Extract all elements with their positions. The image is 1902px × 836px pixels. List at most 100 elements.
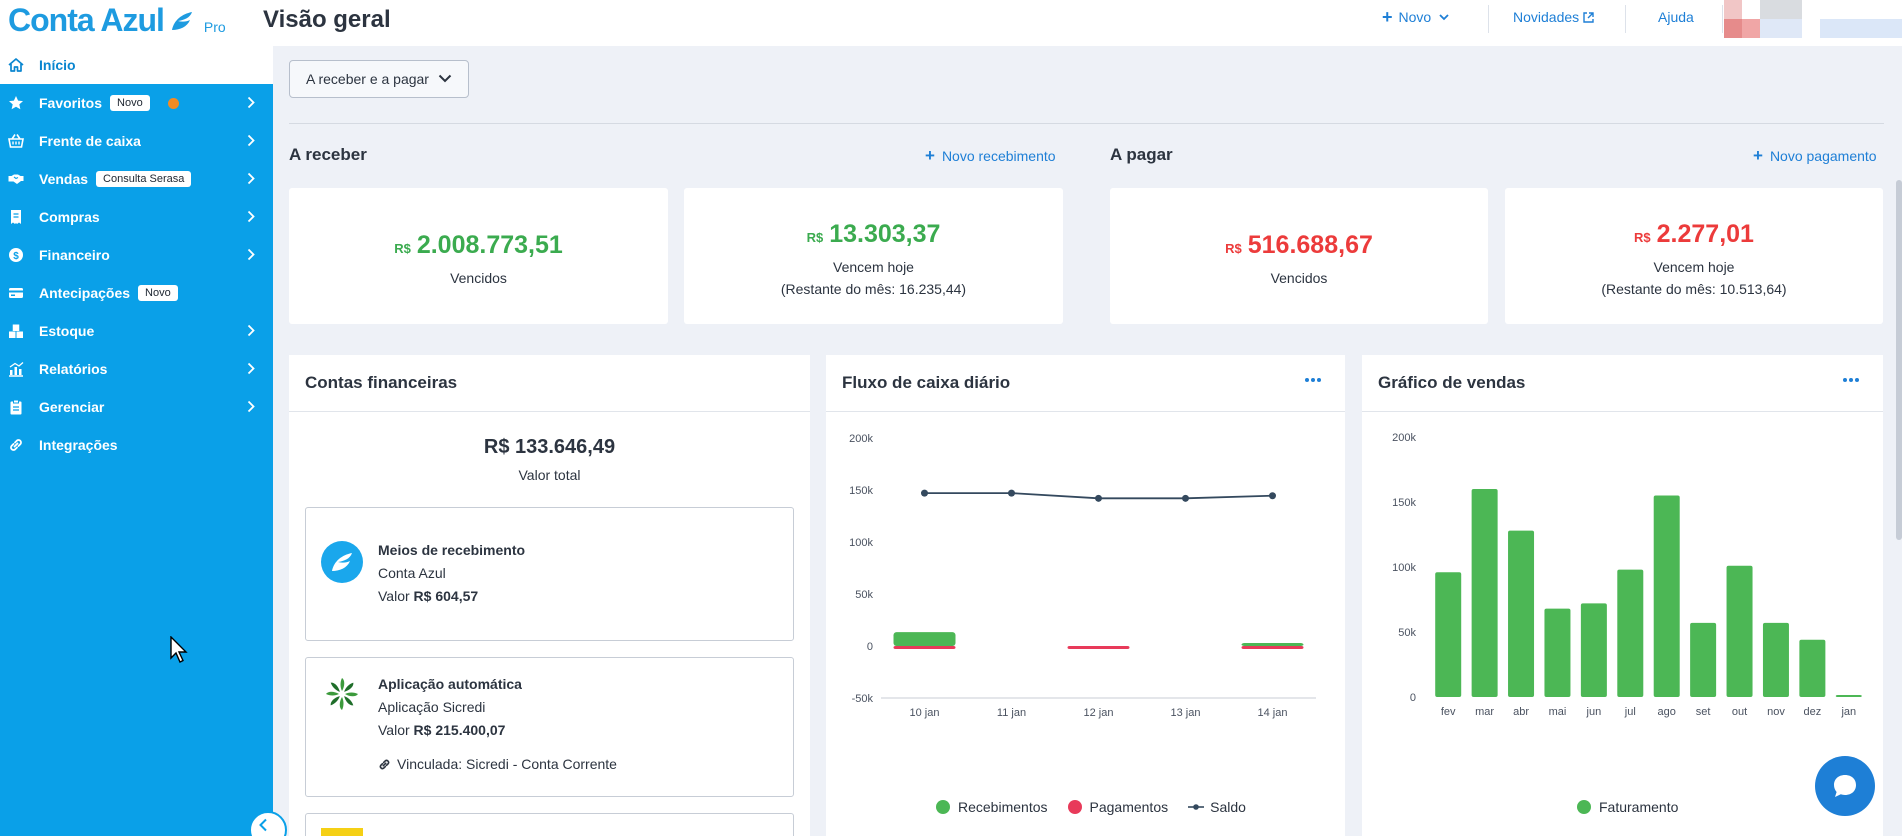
novo-pagamento-label: Novo pagamento (1769, 148, 1877, 164)
recebimentos-bar[interactable] (1241, 643, 1304, 646)
sidebar-item-label: Estoque (39, 323, 95, 339)
sidebar-item-relatorios[interactable]: Relatórios (0, 350, 273, 388)
sidebar-item-favoritos[interactable]: Favoritos Novo (0, 84, 273, 122)
chat-button[interactable] (1815, 756, 1875, 816)
sidebar-item-gerenciar[interactable]: Gerenciar (0, 388, 273, 426)
pagamentos-bar[interactable] (1241, 646, 1304, 649)
chevron-down-icon (1439, 14, 1449, 21)
legend-item-pagamentos[interactable]: Pagamentos (1067, 799, 1168, 815)
account-name (1760, 19, 1802, 38)
chevron-right-icon (247, 362, 255, 375)
basket-icon (8, 133, 24, 149)
saldo-point[interactable] (921, 489, 928, 497)
main-content: A receber e a pagar A receber + Novo rec… (273, 46, 1902, 836)
y-tick-label: 200k (849, 433, 873, 445)
receber-vencem-hoje-card[interactable]: R$ 13.303,37 Vencem hoje (Restante do mê… (684, 188, 1063, 324)
legend-item-faturamento[interactable]: Faturamento (1577, 799, 1678, 815)
account-card[interactable]: Aplicação automática Aplicação Sicredi V… (305, 657, 794, 797)
x-tick-label: fev (1441, 706, 1456, 718)
novo-menu-button[interactable]: + Novo (1382, 0, 1449, 34)
recebimentos-bar[interactable] (893, 632, 956, 646)
account-card[interactable] (305, 813, 794, 836)
faturamento-bar[interactable] (1544, 608, 1571, 697)
faturamento-bar[interactable] (1653, 495, 1680, 698)
sidebar: Início Favoritos Novo Frente de caixa Ve… (0, 46, 273, 836)
legend-swatch (1577, 800, 1591, 814)
a-receber-title: A receber (289, 145, 367, 164)
sidebar-item-antecipacoes[interactable]: Antecipações Novo (0, 274, 273, 312)
y-tick-label: -50k (852, 693, 874, 705)
sidebar-item-inicio[interactable]: Início (0, 46, 273, 84)
pagar-vencidos-card[interactable]: R$ 516.688,67 Vencidos (1110, 188, 1488, 324)
faturamento-bar[interactable] (1762, 622, 1789, 697)
sidebar-item-vendas[interactable]: Vendas Consulta Serasa (0, 160, 273, 198)
faturamento-bar[interactable] (1471, 489, 1498, 697)
account-card[interactable]: Meios de recebimento Conta Azul Valor R$… (305, 507, 794, 641)
legend-item-saldo[interactable]: Saldo (1188, 799, 1246, 815)
sidebar-item-integracoes[interactable]: Integrações (0, 426, 273, 464)
currency-label: R$ (1225, 241, 1242, 256)
amount: R$ 2.277,01 (1505, 220, 1883, 249)
page-scrollbar[interactable] (1896, 180, 1902, 540)
filter-dropdown[interactable]: A receber e a pagar (289, 60, 469, 98)
logo-mark-icon (171, 12, 192, 30)
y-tick-label: 100k (849, 537, 873, 549)
saldo-point[interactable] (1269, 492, 1276, 500)
currency-label: R$ (1634, 230, 1651, 245)
sidebar-item-label: Antecipações (39, 285, 131, 301)
novidades-link[interactable]: Novidades (1513, 0, 1594, 34)
user-menu[interactable] (1706, 0, 1902, 38)
sidebar-item-label: Gerenciar (39, 399, 105, 415)
sidebar-item-financeiro[interactable]: $ Financeiro (0, 236, 273, 274)
saldo-point[interactable] (1095, 494, 1102, 502)
pagamentos-bar[interactable] (1067, 646, 1130, 649)
chevron-left-icon (259, 818, 267, 832)
account-details: Meios de recebimento Conta Azul Valor R$… (378, 542, 525, 604)
chevron-right-icon (247, 400, 255, 413)
receber-vencidos-card[interactable]: R$ 2.008.773,51 Vencidos (289, 188, 668, 324)
sidebar-item-estoque[interactable]: Estoque (0, 312, 273, 350)
conta-azul-logo-icon (321, 541, 363, 583)
x-tick-label: abr (1513, 706, 1529, 718)
currency-label: R$ (806, 230, 824, 245)
card-icon (8, 285, 24, 301)
sidebar-item-compras[interactable]: Compras (0, 198, 273, 236)
y-tick-label: 100k (1392, 562, 1416, 574)
receipt-icon (8, 209, 24, 225)
saldo-point[interactable] (1008, 489, 1015, 497)
sidebar-item-label: Favoritos (39, 95, 103, 111)
x-tick-label: out (1732, 706, 1747, 718)
faturamento-bar[interactable] (1690, 622, 1717, 697)
faturamento-bar[interactable] (1617, 569, 1644, 697)
novo-label: Novo (1398, 9, 1432, 25)
legend-item-recebimentos[interactable]: Recebimentos (936, 799, 1048, 815)
novo-pagamento-link[interactable]: + Novo pagamento (1753, 146, 1877, 166)
account-subtitle: Aplicação Sicredi (378, 699, 486, 715)
chart-icon (8, 361, 24, 377)
card-label: Vencem hoje (1653, 259, 1735, 275)
faturamento-bar[interactable] (1580, 603, 1607, 697)
pagar-vencem-hoje-card[interactable]: R$ 2.277,01 Vencem hoje (Restante do mês… (1505, 188, 1883, 324)
sidebar-item-label: Relatórios (39, 361, 108, 377)
more-options-icon[interactable] (1843, 378, 1859, 382)
chevron-right-icon (247, 324, 255, 337)
chat-bubble-icon (1834, 775, 1856, 797)
account-subtitle: Conta Azul (378, 565, 446, 581)
conta-azul-logo[interactable]: Conta Azul Pro (8, 2, 226, 38)
faturamento-bar[interactable] (1726, 565, 1753, 697)
novo-recebimento-link[interactable]: + Novo recebimento (925, 146, 1056, 166)
faturamento-bar[interactable] (1835, 695, 1862, 697)
novidades-label: Novidades (1513, 9, 1580, 25)
more-options-icon[interactable] (1305, 378, 1321, 382)
valor-amount: R$ 215.400,07 (413, 722, 506, 738)
sidebar-item-frente-de-caixa[interactable]: Frente de caixa (0, 122, 273, 160)
faturamento-bar[interactable] (1799, 639, 1826, 697)
faturamento-bar[interactable] (1435, 572, 1462, 697)
saldo-point[interactable] (1182, 494, 1189, 502)
boxes-icon (8, 323, 24, 339)
faturamento-bar[interactable] (1508, 530, 1535, 697)
collapse-sidebar-button[interactable] (249, 811, 287, 836)
pagamentos-bar[interactable] (893, 646, 956, 649)
ajuda-link[interactable]: Ajuda (1658, 0, 1694, 34)
filter-dropdown-label: A receber e a pagar (306, 71, 429, 87)
